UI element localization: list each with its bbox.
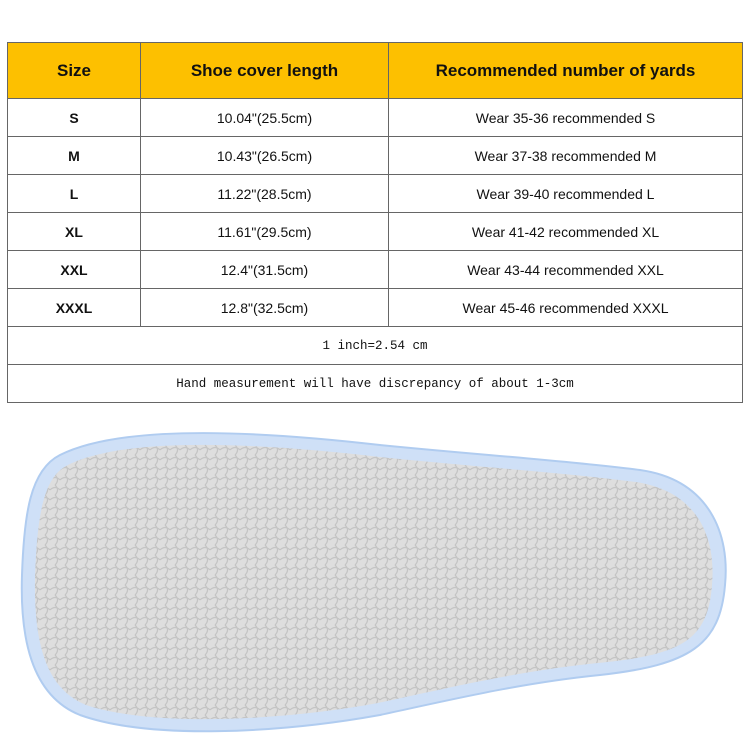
recommended-cell: Wear 37-38 recommended M — [388, 136, 743, 175]
table-row: M 10.43"(26.5cm) Wear 37-38 recommended M — [7, 136, 743, 175]
length-cell: 11.61"(29.5cm) — [140, 212, 389, 251]
table-row: XXL 12.4"(31.5cm) Wear 43-44 recommended X… — [7, 250, 743, 289]
shoe-cover-sole-image — [20, 432, 727, 733]
size-cell: S — [7, 98, 141, 137]
table-row: S 10.04"(25.5cm) Wear 35-36 recommended S — [7, 98, 743, 137]
note-text: 1 inch=2.54 cm — [7, 326, 743, 365]
size-cell: L — [7, 174, 141, 213]
size-cell: XXL — [7, 250, 141, 289]
size-cell: M — [7, 136, 141, 175]
sole-tread-pattern — [34, 444, 713, 720]
recommended-cell: Wear 45-46 recommended XXXL — [388, 288, 743, 327]
recommended-cell: Wear 35-36 recommended S — [388, 98, 743, 137]
table-row: XXXL 12.8"(32.5cm) Wear 45-46 recommended … — [7, 288, 743, 327]
length-cell: 10.04"(25.5cm) — [140, 98, 389, 137]
length-cell: 12.8"(32.5cm) — [140, 288, 389, 327]
size-chart-table: Size Shoe cover length Recommended numbe… — [7, 42, 743, 403]
note-text: Hand measurement will have discrepancy o… — [7, 364, 743, 403]
length-cell: 12.4"(31.5cm) — [140, 250, 389, 289]
length-cell: 10.43"(26.5cm) — [140, 136, 389, 175]
table-row: L 11.22"(28.5cm) Wear 39-40 recommended L — [7, 174, 743, 213]
recommended-cell: Wear 43-44 recommended XXL — [388, 250, 743, 289]
header-row: Size Shoe cover length Recommended numbe… — [7, 42, 743, 99]
header-size: Size — [7, 42, 141, 99]
note-row: 1 inch=2.54 cm — [7, 326, 743, 365]
table-row: XL 11.61"(29.5cm) Wear 41-42 recommended X… — [7, 212, 743, 251]
size-cell: XL — [7, 212, 141, 251]
length-cell: 11.22"(28.5cm) — [140, 174, 389, 213]
note-row: Hand measurement will have discrepancy o… — [7, 364, 743, 403]
size-cell: XXXL — [7, 288, 141, 327]
recommended-cell: Wear 39-40 recommended L — [388, 174, 743, 213]
header-length: Shoe cover length — [140, 42, 389, 99]
header-recommended: Recommended number of yards — [388, 42, 743, 99]
recommended-cell: Wear 41-42 recommended XL — [388, 212, 743, 251]
